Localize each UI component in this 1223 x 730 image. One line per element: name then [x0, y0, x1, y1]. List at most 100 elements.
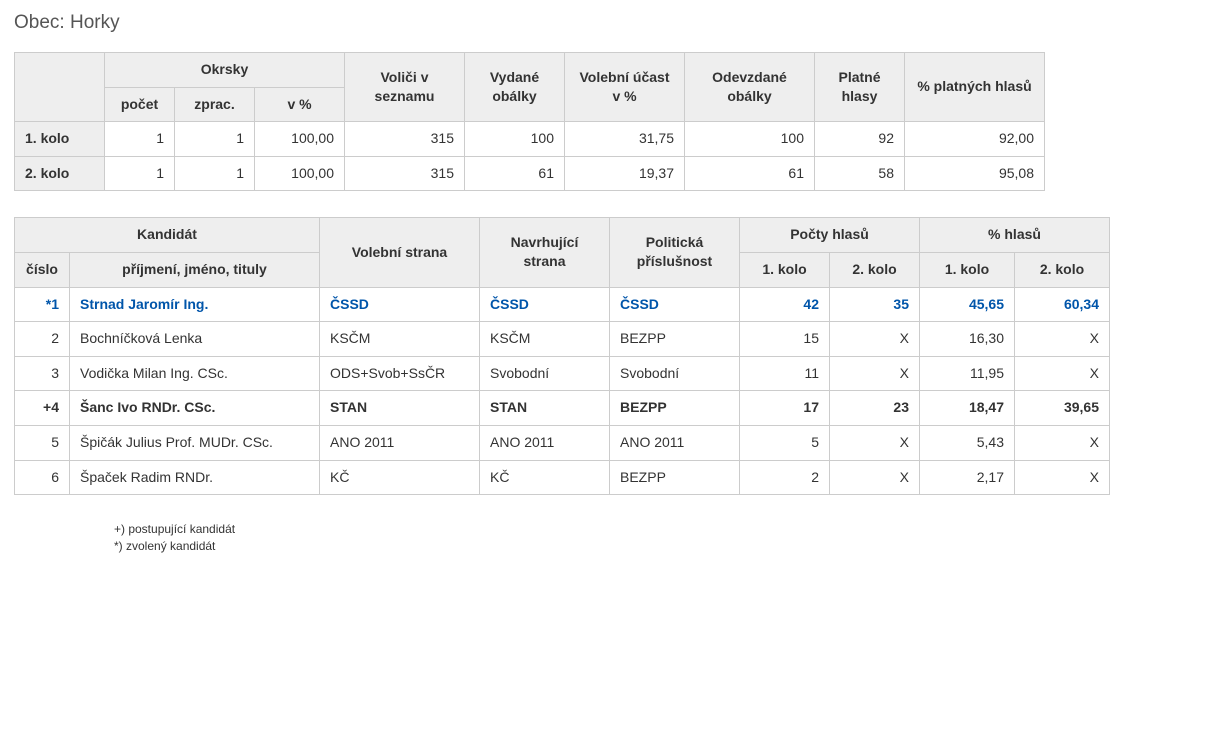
cand-cislo: +4 [15, 391, 70, 426]
cand-h2-header: 2. kolo [830, 252, 920, 287]
cand-p1: 45,65 [920, 287, 1015, 322]
summary-pocet-header: počet [105, 87, 175, 122]
summary-odevzdane-header: Odevzdané obálky [685, 53, 815, 122]
summary-cell: 1 [175, 156, 255, 191]
cand-prislusnost: Svobodní [610, 356, 740, 391]
cand-prislusnost: BEZPP [610, 391, 740, 426]
cand-p1: 2,17 [920, 460, 1015, 495]
page-title: Obec: Horky [14, 12, 1209, 34]
candidate-row: 5Špičák Julius Prof. MUDr. CSc.ANO 2011A… [15, 425, 1110, 460]
cand-h1: 15 [740, 322, 830, 357]
summary-cell: 1 [175, 122, 255, 157]
summary-cell: 100 [465, 122, 565, 157]
cand-jmeno: Špičák Julius Prof. MUDr. CSc. [70, 425, 320, 460]
cand-volebni: ODS+Svob+SsČR [320, 356, 480, 391]
cand-prislusnost-header: Politická příslušnost [610, 218, 740, 287]
cand-cislo: 2 [15, 322, 70, 357]
cand-jmeno-header: příjmení, jméno, tituly [70, 252, 320, 287]
cand-h1: 2 [740, 460, 830, 495]
summary-volici-header: Voliči v seznamu [345, 53, 465, 122]
summary-cell: 1 [105, 122, 175, 157]
cand-h2: X [830, 356, 920, 391]
cand-prislusnost: BEZPP [610, 322, 740, 357]
summary-cell: 31,75 [565, 122, 685, 157]
summary-vpct-header: v % [255, 87, 345, 122]
cand-h2: 35 [830, 287, 920, 322]
summary-platpct-header: % platných hlasů [905, 53, 1045, 122]
cand-cislo-header: číslo [15, 252, 70, 287]
cand-h2: X [830, 460, 920, 495]
cand-kandidat-header: Kandidát [15, 218, 320, 253]
cand-h1: 17 [740, 391, 830, 426]
summary-table: Okrsky Voliči v seznamu Vydané obálky Vo… [14, 52, 1045, 191]
summary-cell: 315 [345, 122, 465, 157]
candidates-table: Kandidát Volební strana Navrhující stran… [14, 217, 1110, 495]
cand-p2: X [1015, 322, 1110, 357]
candidate-row: *1Strnad Jaromír Ing.ČSSDČSSDČSSD423545,… [15, 287, 1110, 322]
cand-navrhujici: ANO 2011 [480, 425, 610, 460]
cand-h2: X [830, 322, 920, 357]
summary-cell: 61 [465, 156, 565, 191]
cand-p2: X [1015, 425, 1110, 460]
cand-h1: 5 [740, 425, 830, 460]
summary-cell: 315 [345, 156, 465, 191]
candidate-row: 2Bochníčková LenkaKSČMKSČMBEZPP15X16,30X [15, 322, 1110, 357]
legend: +) postupující kandidát *) zvolený kandi… [114, 521, 1209, 555]
candidate-row: 3Vodička Milan Ing. CSc.ODS+Svob+SsČRSvo… [15, 356, 1110, 391]
cand-jmeno: Vodička Milan Ing. CSc. [70, 356, 320, 391]
cand-p1: 18,47 [920, 391, 1015, 426]
cand-navrhujici: KSČM [480, 322, 610, 357]
cand-pocty-header: Počty hlasů [740, 218, 920, 253]
cand-navrhujici: Svobodní [480, 356, 610, 391]
cand-navrhujici: STAN [480, 391, 610, 426]
summary-blank-header [15, 53, 105, 122]
cand-p1: 5,43 [920, 425, 1015, 460]
cand-h2: X [830, 425, 920, 460]
summary-cell: 100,00 [255, 156, 345, 191]
summary-platne-header: Platné hlasy [815, 53, 905, 122]
cand-navrhujici-header: Navrhující strana [480, 218, 610, 287]
cand-prislusnost: ANO 2011 [610, 425, 740, 460]
cand-volebni: ČSSD [320, 287, 480, 322]
cand-jmeno: Bochníčková Lenka [70, 322, 320, 357]
cand-p2: X [1015, 356, 1110, 391]
cand-p2: 60,34 [1015, 287, 1110, 322]
summary-cell: 100,00 [255, 122, 345, 157]
cand-p2: X [1015, 460, 1110, 495]
summary-cell: 92 [815, 122, 905, 157]
cand-p2: 39,65 [1015, 391, 1110, 426]
summary-cell: 61 [685, 156, 815, 191]
cand-p2-header: 2. kolo [1015, 252, 1110, 287]
cand-prislusnost: ČSSD [610, 287, 740, 322]
cand-jmeno: Strnad Jaromír Ing. [70, 287, 320, 322]
summary-round-label: 2. kolo [15, 156, 105, 191]
cand-volebni: KSČM [320, 322, 480, 357]
legend-plus: +) postupující kandidát [114, 521, 1209, 538]
cand-h1-header: 1. kolo [740, 252, 830, 287]
cand-navrhujici: KČ [480, 460, 610, 495]
cand-h1: 11 [740, 356, 830, 391]
summary-vydane-header: Vydané obálky [465, 53, 565, 122]
summary-cell: 92,00 [905, 122, 1045, 157]
cand-jmeno: Šanc Ivo RNDr. CSc. [70, 391, 320, 426]
summary-cell: 95,08 [905, 156, 1045, 191]
cand-p1-header: 1. kolo [920, 252, 1015, 287]
cand-cislo: 6 [15, 460, 70, 495]
cand-h2: 23 [830, 391, 920, 426]
candidate-row: 6Špaček Radim RNDr.KČKČBEZPP2X2,17X [15, 460, 1110, 495]
cand-jmeno: Špaček Radim RNDr. [70, 460, 320, 495]
legend-star: *) zvolený kandidát [114, 538, 1209, 555]
summary-cell: 100 [685, 122, 815, 157]
cand-volebni-header: Volební strana [320, 218, 480, 287]
cand-cislo: *1 [15, 287, 70, 322]
summary-row: 2. kolo11100,003156119,37615895,08 [15, 156, 1045, 191]
summary-cell: 1 [105, 156, 175, 191]
cand-h1: 42 [740, 287, 830, 322]
cand-volebni: KČ [320, 460, 480, 495]
cand-navrhujici: ČSSD [480, 287, 610, 322]
cand-volebni: STAN [320, 391, 480, 426]
summary-cell: 19,37 [565, 156, 685, 191]
cand-p1: 16,30 [920, 322, 1015, 357]
summary-cell: 58 [815, 156, 905, 191]
cand-cislo: 5 [15, 425, 70, 460]
